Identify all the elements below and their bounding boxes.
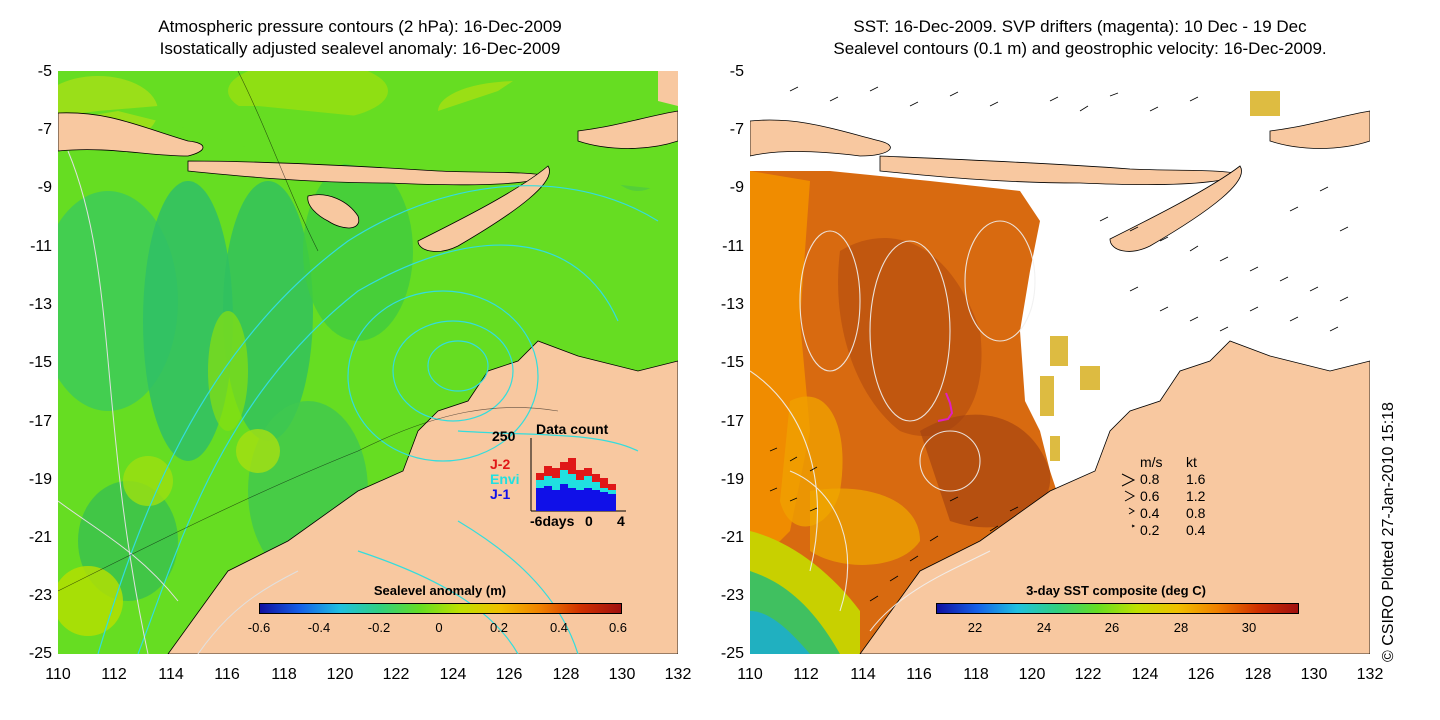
lon-tick: 122 [1074, 666, 1102, 683]
lon-tick: 114 [850, 666, 876, 683]
sst-map [750, 71, 1370, 654]
lat-tick: -11 [30, 238, 52, 255]
lon-tick: 120 [1018, 666, 1046, 683]
velocity-legend-kt: 1.6 [1186, 471, 1206, 487]
sst-colorbar-label: 3-day SST composite (deg C) [1026, 583, 1206, 598]
sealevel-anomaly-map [58, 71, 678, 654]
velocity-legend-ms: 0.8 [1140, 471, 1160, 487]
velocity-legend-ms: 0.4 [1140, 505, 1160, 521]
velocity-legend-kt-header: kt [1186, 454, 1197, 470]
lon-tick: 122 [382, 666, 410, 683]
lon-tick: 130 [608, 666, 636, 683]
lat-tick: -7 [37, 121, 52, 138]
lon-tick: 126 [495, 666, 523, 683]
lat-tick: -23 [720, 587, 744, 604]
lon-tick: 124 [1131, 666, 1159, 683]
velocity-legend-kt: 1.2 [1186, 488, 1206, 504]
left-title-line1: Atmospheric pressure contours (2 hPa): 1… [158, 17, 562, 36]
lon-tick: 116 [906, 666, 932, 683]
inset-xlabel-zero: 0 [585, 513, 593, 529]
inset-ymax: 250 [492, 428, 516, 444]
lat-tick: -13 [720, 296, 744, 313]
lat-tick: -5 [37, 63, 52, 80]
sst-tick: 28 [1173, 620, 1189, 635]
lon-tick: 120 [326, 666, 354, 683]
lon-tick: 112 [793, 666, 819, 683]
sst-colorbar-gradient [936, 603, 1299, 614]
legend-j1: J-1 [490, 486, 511, 502]
legend-envi: Envi [490, 471, 520, 487]
velocity-legend-ms: 0.6 [1140, 488, 1160, 504]
velocity-legend-kt: 0.8 [1186, 505, 1206, 521]
lon-tick: 126 [1187, 666, 1215, 683]
lon-tick: 128 [552, 666, 580, 683]
sla-tick: -0.4 [307, 620, 331, 635]
velocity-legend-kt: 0.4 [1186, 522, 1206, 538]
lat-tick: -5 [729, 63, 744, 80]
lat-tick: -11 [722, 238, 744, 255]
lat-tick: -21 [720, 529, 744, 546]
left-title-line2: Isostatically adjusted sealevel anomaly:… [159, 39, 561, 58]
lon-tick: 118 [271, 666, 297, 683]
credit-text: © CSIRO Plotted 27-Jan-2010 15:18 [1380, 402, 1397, 662]
lon-tick: 124 [439, 666, 467, 683]
right-title-line1: SST: 16-Dec-2009. SVP drifters (magenta)… [853, 17, 1307, 36]
sla-tick: -0.6 [247, 620, 271, 635]
velocity-legend-arrows [1121, 473, 1136, 528]
right-title-line2: Sealevel contours (0.1 m) and geostrophi… [833, 39, 1327, 58]
lat-tick: -23 [28, 587, 52, 604]
lat-tick: -7 [729, 121, 744, 138]
lat-tick: -17 [28, 413, 52, 430]
lon-tick: 132 [1356, 666, 1384, 683]
lat-tick: -13 [28, 296, 52, 313]
lat-tick: -25 [28, 645, 52, 662]
sealevel-anomaly-map-svg [58, 71, 678, 654]
legend-j2: J-2 [490, 456, 511, 472]
sealevel-anomaly-panel: Atmospheric pressure contours (2 hPa): 1… [28, 17, 692, 683]
lat-tick: -9 [729, 179, 744, 196]
inset-title: Data count [536, 421, 609, 437]
lon-tick: 110 [45, 666, 71, 683]
sla-tick: 0 [435, 620, 443, 635]
lon-tick: 112 [101, 666, 127, 683]
sla-tick: 0.6 [608, 620, 628, 635]
lon-tick: 114 [158, 666, 184, 683]
lat-tick: -9 [37, 179, 52, 196]
lon-tick: 132 [664, 666, 692, 683]
lon-tick: 118 [963, 666, 989, 683]
lon-tick: 128 [1244, 666, 1272, 683]
lon-tick: 130 [1300, 666, 1328, 683]
inset-xlabel-end: 4 [617, 513, 625, 529]
sst-tick: 26 [1104, 620, 1120, 635]
velocity-legend-ms-header: m/s [1140, 454, 1163, 470]
sst-map-svg [750, 71, 1370, 654]
lat-tick: -21 [28, 529, 52, 546]
lon-tick: 110 [737, 666, 763, 683]
lat-tick: -15 [720, 354, 744, 371]
sla-colorbar-label: Sealevel anomaly (m) [373, 583, 507, 598]
data-count-histogram [530, 438, 626, 512]
inset-xlabel-start: -6days [530, 513, 575, 529]
lat-tick: -17 [720, 413, 744, 430]
lon-tick: 116 [214, 666, 240, 683]
sst-panel: SST: 16-Dec-2009. SVP drifters (magenta)… [720, 0, 1440, 720]
lat-tick: -19 [28, 471, 52, 488]
lat-tick: -25 [720, 645, 744, 662]
sst-tick: 24 [1036, 620, 1052, 635]
velocity-legend-ms: 0.2 [1140, 522, 1160, 538]
sla-tick: 0.4 [549, 620, 569, 635]
lat-tick: -15 [28, 354, 52, 371]
sst-tick: 30 [1241, 620, 1257, 635]
sst-tick: 22 [967, 620, 983, 635]
lat-tick: -19 [720, 471, 744, 488]
sla-tick: 0.2 [489, 620, 509, 635]
sla-tick: -0.2 [367, 620, 391, 635]
sla-colorbar-gradient [259, 603, 622, 614]
